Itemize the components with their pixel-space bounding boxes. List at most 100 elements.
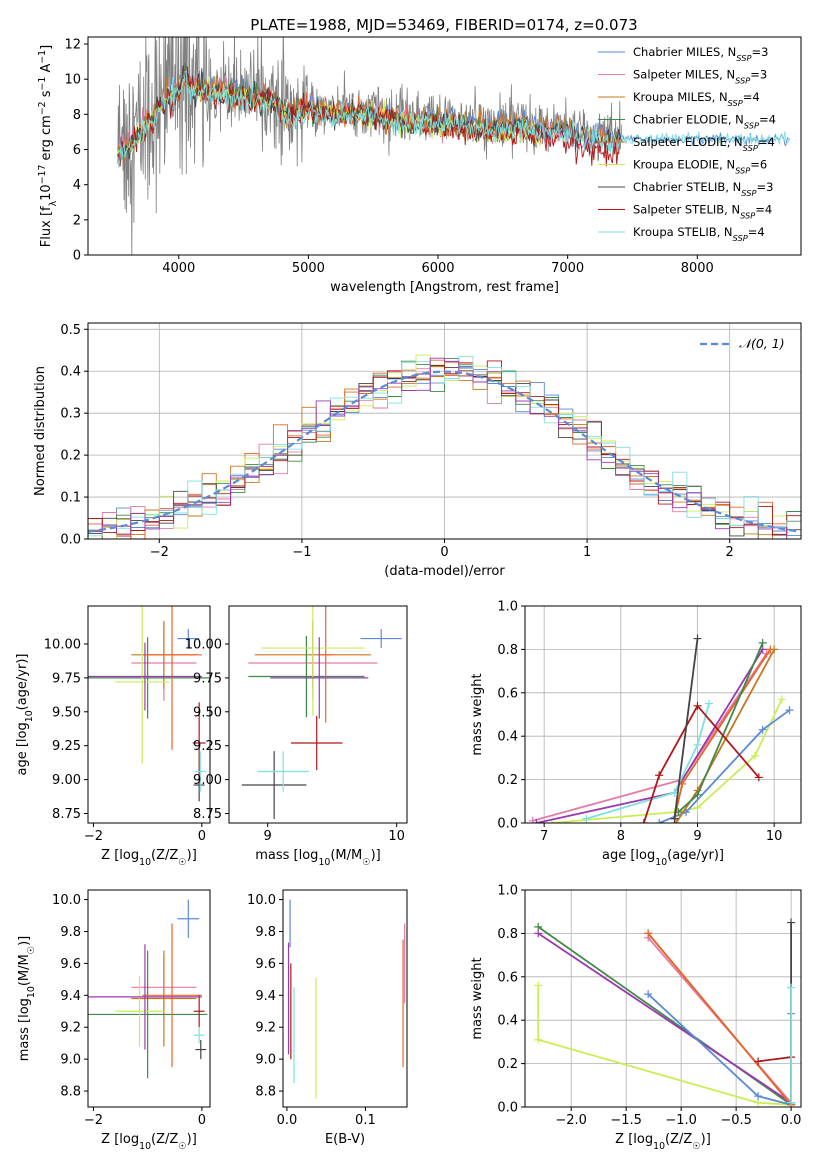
legend-entry: Chabrier STELIB, NSSP=3 (633, 180, 773, 198)
legend-entry: Chabrier ELODIE, NSSP=4 (633, 113, 776, 131)
error-cross-salpeter-stelib (290, 715, 343, 771)
y-tick-label: 10.00 (44, 637, 81, 652)
data-point (754, 1092, 763, 1101)
y-tick-label: 10.0 (52, 893, 81, 908)
plot-area (88, 606, 210, 802)
data-point (655, 819, 664, 823)
y-tick-label: 10 (64, 73, 81, 88)
data-point (655, 771, 664, 780)
y-tick-label: 12 (64, 38, 81, 53)
spectrum-panel: 4000 5000 6000 7000 8000 0 2 4 6 8 10 12 wavelength … (37, 36, 802, 295)
data-point (758, 638, 767, 647)
x-axis-label: mass [log10(M/M☉)] (255, 848, 381, 868)
x-tick-label: −1 (292, 545, 311, 560)
data-point (787, 1098, 796, 1107)
series-line (658, 709, 791, 823)
y-tick-label: 0.2 (497, 1057, 518, 1072)
x-axis-label: Z [log10(Z/Z☉)] (101, 848, 197, 868)
data-point (785, 706, 794, 715)
data-point (528, 816, 537, 823)
error-cross-purple-track (88, 642, 202, 711)
mass-weight-series-kroupa-miles (672, 645, 779, 823)
mass-vs-metallicity-panel: −2 0 8.8 9.0 9.2 9.4 9.6 9.8 10.0 Z [log10(Z/Z☉)]… (17, 889, 211, 1152)
legend-entry: Salpeter ELODIE, NSSP=4 (633, 135, 775, 153)
plot-area (528, 634, 794, 823)
y-tick-label: 9.6 (255, 957, 276, 972)
x-tick-label: 4000 (162, 261, 195, 276)
x-tick-label: 0.0 (277, 1113, 298, 1128)
x-tick-label: 9 (264, 829, 272, 844)
series-line (647, 932, 792, 1106)
y-tick-label: 0.8 (497, 643, 518, 658)
data-point (787, 918, 796, 927)
y-tick-label: 8.75 (193, 807, 222, 822)
series-line (586, 703, 710, 820)
error-cross-chabrier-elodie (88, 637, 210, 719)
x-axis-label: wavelength [Angstrom, rest frame] (330, 280, 559, 295)
legend-entry: Chabrier MILES, NSSP=3 (633, 45, 768, 63)
y-tick-label: 0.4 (497, 730, 518, 745)
x-tick-label: 2 (726, 545, 734, 560)
y-tick-label: 2 (73, 213, 81, 228)
mass-weight-series-chabrier-stelib (670, 634, 702, 823)
age-vs-metallicity-panel: −2 0 8.75 9.00 9.25 9.50 9.75 10.00 Z [log10(Z/Z… (15, 605, 211, 868)
error-cross-chabrier-stelib (195, 1039, 207, 1060)
y-tick-label: 9.00 (193, 773, 222, 788)
x-tick-label: −2.0 (555, 1113, 587, 1128)
y-tick-label: 9.8 (60, 925, 81, 940)
y-tick-label: 9.75 (52, 671, 81, 686)
y-tick-label: 0 (73, 249, 81, 264)
error-cross-kroupa-elodie (115, 606, 170, 764)
data-point (751, 751, 759, 760)
y-tick-label: 1.0 (497, 884, 518, 899)
plot-area (241, 606, 402, 819)
plot-area (88, 899, 208, 1079)
plot-area (88, 354, 801, 539)
data-point (693, 740, 702, 749)
y-axis-label: mass weight (470, 673, 485, 755)
y-axis-label: mass [log10(M/M☉)] (17, 936, 37, 1062)
y-tick-label: 8.8 (255, 1085, 276, 1100)
axes-frame (87, 36, 802, 256)
x-tick-label: 0.0 (781, 1113, 802, 1128)
figure-title: PLATE=1988, MJD=53469, FIBERID=0174, z=0… (250, 16, 637, 34)
y-tick-label: 0.0 (497, 817, 518, 832)
x-tick-label: −0.5 (720, 1113, 752, 1128)
legend-entry: 𝒩(0, 1) (739, 336, 785, 351)
error-cross-salpeter-elodie (319, 606, 333, 723)
data-point (534, 929, 543, 938)
axes-frame (282, 889, 408, 1108)
data-point (754, 1057, 763, 1066)
series-line (537, 985, 792, 1106)
y-axis-label: age [log10(age/yr)] (15, 654, 35, 776)
series-line (757, 1056, 792, 1063)
x-tick-label: 6000 (421, 261, 454, 276)
residual-histogram-panel: −2 −1 0 1 2 0.0 0.1 0.2 0.3 0.4 0.5 (data-model)/er… (33, 322, 802, 579)
model-spectrum-kroupa-stelib (117, 69, 791, 165)
error-cross-purple-track (270, 637, 369, 719)
grid (525, 605, 801, 824)
data-point (672, 819, 681, 823)
x-axis-label: age [log10(age/yr)] (602, 848, 724, 868)
error-cross-kroupa-stelib (257, 751, 309, 792)
y-tick-label: 8.75 (52, 807, 81, 822)
y-tick-label: 9.00 (52, 773, 81, 788)
axes-frame (87, 605, 211, 824)
error-cross-salpeter-stelib (192, 702, 206, 784)
error-cross-chabrier-miles (360, 629, 402, 649)
data-point (670, 814, 679, 823)
legend-entry: Kroupa MILES, NSSP=4 (633, 90, 760, 108)
axes-frame (524, 889, 802, 1108)
y-tick-label: 6 (73, 143, 81, 158)
error-cross-kroupa-stelib (193, 1027, 205, 1044)
series-line (642, 704, 760, 823)
y-tick-label: 9.50 (52, 705, 81, 720)
residual-histogram-kroupa-miles (88, 359, 801, 539)
model-spectrum-chabrier-stelib (117, 65, 623, 164)
error-cross-chabrier-elodie (88, 950, 208, 1079)
error-cross-salpeter-stelib (193, 995, 205, 1028)
y-tick-label: 8.8 (60, 1085, 81, 1100)
y-axis-label: mass weight (470, 957, 485, 1039)
legend-entry: Salpeter MILES, NSSP=3 (633, 68, 767, 86)
